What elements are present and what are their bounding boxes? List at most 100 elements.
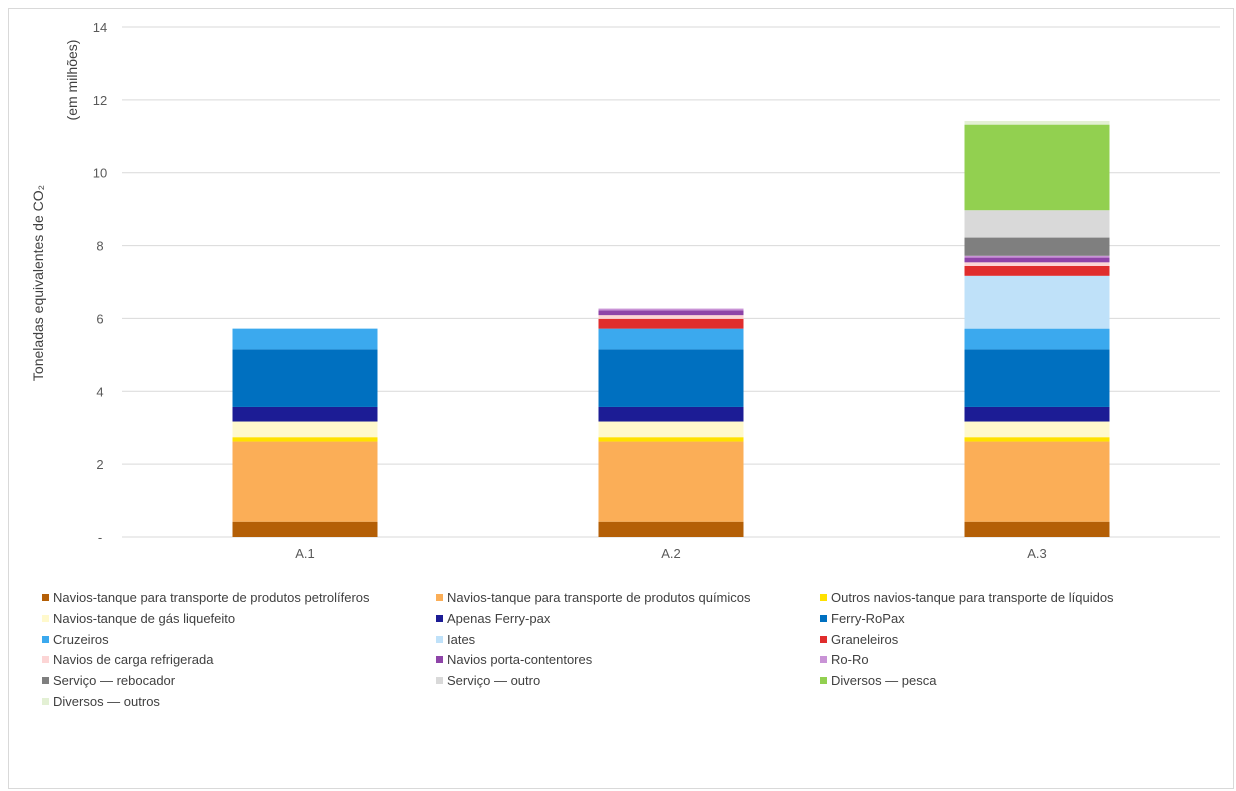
legend-swatch (42, 614, 49, 622)
legend-swatch (42, 677, 49, 685)
legend-swatch (820, 614, 827, 622)
x-tick-label: A.1 (295, 546, 315, 561)
legend-label: Ferry-RoPax (831, 610, 905, 626)
bar-segment (964, 265, 1110, 276)
bar-segment (964, 406, 1110, 422)
legend-swatch (820, 594, 827, 601)
legend-item: Navios porta-contentores (436, 652, 592, 667)
bar-segment (598, 349, 744, 407)
legend-label: Navios de carga refrigerada (53, 652, 214, 668)
bar-segment (964, 275, 1110, 329)
bars (232, 120, 1110, 537)
legend-item: Serviço — outro (436, 673, 540, 688)
legend-item: Diversos — outros (42, 694, 160, 709)
legend-label: Navios-tanque de gás liquefeito (53, 610, 236, 626)
legend-label: Iates (447, 631, 476, 647)
legend-item: Cruzeiros (42, 632, 109, 647)
x-tick-label: A.2 (661, 546, 681, 561)
bar-segment (232, 421, 378, 438)
bar-segment (964, 124, 1110, 211)
legend-item: Ro-Ro (820, 652, 869, 667)
legend-swatch (436, 677, 443, 685)
legend-item: Graneleiros (820, 632, 898, 647)
bar-segment (598, 521, 744, 537)
legend-item: Navios de carga refrigerada (42, 652, 213, 667)
x-axis-ticks: A.1 A.2 A.3 (295, 546, 1047, 561)
legend-label: Graneleiros (831, 631, 899, 647)
bar-segment (232, 349, 378, 407)
legend-swatch (436, 594, 443, 601)
legend-swatch (42, 635, 49, 643)
legend-label: Serviço — outro (447, 673, 541, 689)
legend-label: Navios porta-contentores (447, 652, 593, 668)
legend-label: Diversos — pesca (831, 673, 937, 689)
bar-segment (598, 328, 744, 350)
y-axis-label: Toneladas equivalentes de CO₂ (30, 185, 46, 381)
bar-segment (964, 257, 1110, 263)
chart-frame (8, 8, 1234, 789)
bar-segment (964, 255, 1110, 258)
legend-item: Navios-tanque de gás liquefeito (42, 611, 235, 626)
legend-item: Navios-tanque para transporte de produto… (436, 590, 751, 605)
bar-segment (232, 437, 378, 442)
bar-segment (964, 521, 1110, 537)
bar-segment (232, 328, 378, 350)
bar-segment (598, 315, 744, 319)
legend-label: Navios-tanque para transporte de produto… (53, 590, 370, 605)
y-axis-unit-label: (em milhões) (64, 40, 80, 121)
bar-segment (964, 421, 1110, 438)
bar-segment (598, 318, 744, 329)
y-axis-ticks: - 2 4 6 8 10 12 14 (93, 20, 107, 545)
bar-segment (964, 120, 1110, 125)
legend-item: Outros navios-tanque para transporte de … (820, 590, 1114, 605)
bar-segment (232, 441, 378, 522)
y-tick-label: 14 (93, 20, 107, 35)
y-tick-label: - (98, 530, 102, 545)
legend-label: Serviço — rebocador (53, 673, 176, 689)
bar-segment (964, 349, 1110, 407)
legend-swatch (42, 594, 49, 601)
legend-label: Ro-Ro (831, 652, 869, 668)
y-tick-label: 10 (93, 166, 107, 181)
bar-segment (964, 441, 1110, 522)
legend-swatch (820, 677, 827, 685)
legend-item: Apenas Ferry-pax (436, 611, 550, 626)
legend-item: Serviço — rebocador (42, 673, 175, 688)
bar-segment (964, 328, 1110, 350)
legend-label: Navios-tanque para transporte de produto… (447, 590, 751, 605)
legend-swatch (820, 635, 827, 643)
bar-segment (232, 406, 378, 422)
legend-label: Apenas Ferry-pax (447, 610, 551, 626)
legend-swatch (42, 698, 49, 705)
bar-segment (598, 308, 744, 311)
y-tick-label: 2 (96, 457, 103, 472)
bar-segment (964, 210, 1110, 238)
legend-label: Diversos — outros (53, 694, 160, 709)
legend-swatch (436, 656, 443, 664)
legend-swatch (436, 635, 443, 643)
y-tick-label: 6 (96, 311, 103, 326)
legend-swatch (436, 614, 443, 622)
bar-segment (598, 441, 744, 522)
bar-segment (964, 237, 1110, 256)
y-tick-label: 12 (93, 93, 107, 108)
bar-segment (598, 437, 744, 442)
bar-segment (598, 310, 744, 316)
legend-label: Outros navios-tanque para transporte de … (831, 590, 1114, 605)
legend-item: Diversos — pesca (820, 673, 936, 688)
x-tick-label: A.3 (1027, 546, 1047, 561)
legend-swatch (42, 656, 49, 664)
legend-item: Iates (436, 632, 475, 647)
bar-segment (964, 262, 1110, 266)
bar-segment (964, 437, 1110, 442)
bar-segment (598, 421, 744, 438)
bar-segment (598, 406, 744, 422)
legend-swatch (820, 656, 827, 664)
y-tick-label: 8 (96, 239, 103, 254)
bar-segment (232, 521, 378, 537)
legend-item: Ferry-RoPax (820, 611, 905, 626)
legend-item: Navios-tanque para transporte de produto… (42, 590, 370, 605)
legend-label: Cruzeiros (53, 631, 109, 647)
y-tick-label: 4 (96, 384, 103, 399)
